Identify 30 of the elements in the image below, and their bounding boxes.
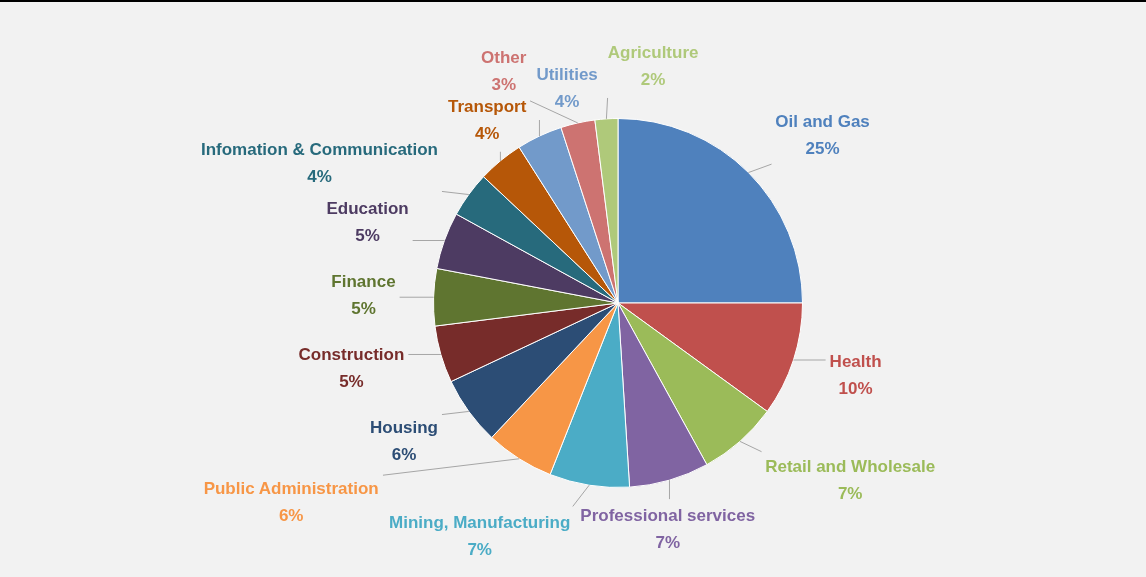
data-label: 6% [278,505,304,525]
data-label: 5% [339,372,364,392]
slice-label: Health [829,352,882,372]
slice-label: Retail and Wholesale [765,456,936,476]
slice-label: Housing [370,418,438,438]
slice-label: Oil and Gas [775,111,870,131]
slice-label: Agriculture [607,43,699,63]
slice-label: Transport [447,96,527,116]
data-label: 6% [391,445,417,465]
data-label: 25% [805,138,840,158]
data-label: 7% [655,533,681,553]
slice-label: Professional services [580,506,756,526]
data-label: 4% [554,92,580,112]
slice-label: Education [326,199,409,219]
data-label: 4% [307,167,332,187]
data-label: 4% [474,123,500,143]
slice-label: Utilities [536,65,598,85]
slice-label: Finance [331,271,396,291]
slice-label: Construction [298,345,405,365]
data-label: 3% [491,75,517,95]
data-label: 2% [640,70,666,90]
data-label: 5% [351,298,376,318]
data-label: 5% [355,226,380,246]
slice-label: Other [481,48,527,68]
data-label: 7% [467,539,492,559]
slice-label: Public Administration [203,478,379,498]
slice-label: Mining, Manufacturing [389,512,571,532]
data-label: 10% [838,379,873,399]
slice-label: Infomation & Communication [200,140,438,160]
data-label: 7% [837,483,863,503]
